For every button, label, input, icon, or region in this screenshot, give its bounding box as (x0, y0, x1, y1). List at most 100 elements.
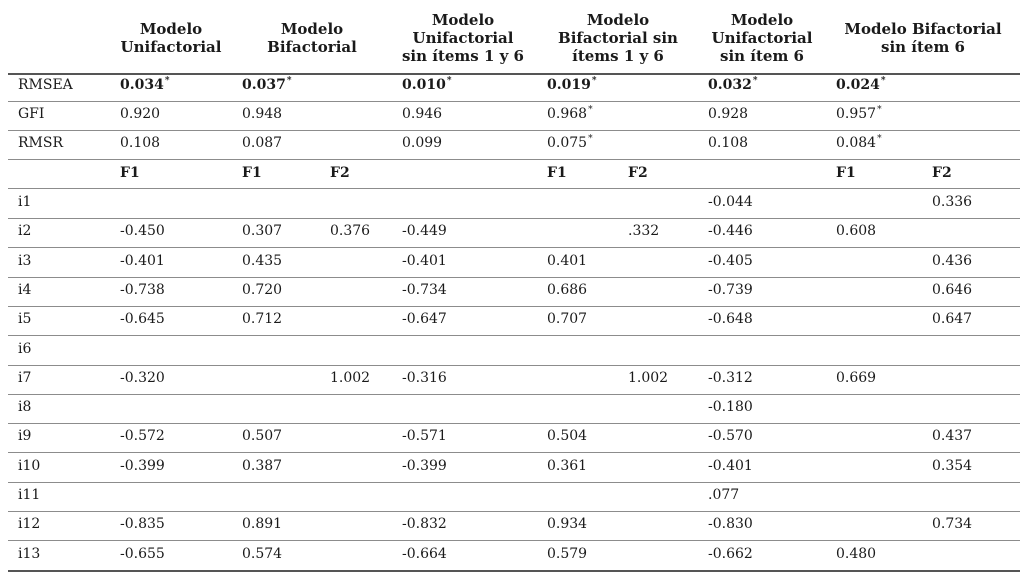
factor-label: F2 (628, 165, 648, 181)
loading-value: 0.712 (242, 311, 283, 328)
fit-number: 0.075 (547, 135, 588, 151)
row-label: GFI (18, 106, 45, 122)
row-divider (8, 335, 1020, 337)
loading-value: 0.707 (547, 311, 588, 328)
loading-value: -0.664 (402, 545, 447, 562)
header-rule (8, 73, 1020, 75)
significance-mark: * (286, 76, 292, 86)
item-label: i11 (18, 487, 41, 503)
loading-value: -0.655 (120, 545, 165, 562)
item-label: i2 (18, 223, 32, 240)
fit-number: 0.957 (836, 106, 877, 122)
loading-value: 0.376 (330, 223, 371, 240)
item-label: i1 (18, 194, 32, 210)
loading-value: -0.647 (402, 311, 447, 328)
loading-value: -0.401 (120, 252, 165, 269)
loading-value: -0.399 (402, 457, 447, 474)
loading-value: -0.662 (708, 545, 753, 562)
loading-value: 0.686 (547, 281, 588, 298)
fit-value: 0.099 (402, 134, 442, 152)
row-label: RMSEA (18, 77, 73, 93)
row-divider (8, 540, 1020, 542)
fit-number: 0.968 (547, 106, 588, 122)
row-divider (8, 130, 1020, 131)
fit-value: 0.037* (242, 76, 292, 94)
fit-value: 0.928 (708, 105, 748, 123)
fit-value: 0.024* (836, 76, 886, 94)
loading-value: .077 (708, 487, 740, 503)
item-label: i3 (18, 252, 32, 269)
row-divider (8, 452, 1020, 454)
fit-number: 0.034 (120, 77, 164, 93)
significance-mark: * (752, 76, 758, 86)
loading-value: 1.002 (330, 369, 371, 386)
loading-value: -0.405 (708, 252, 753, 269)
fit-value: 0.108 (120, 134, 160, 152)
loading-value: 0.734 (932, 516, 973, 533)
loading-value: 0.507 (242, 428, 283, 445)
loading-value: 0.934 (547, 516, 588, 533)
significance-mark: * (877, 134, 882, 144)
fit-value: 0.957* (836, 105, 882, 123)
fit-number: 0.108 (708, 135, 749, 151)
fit-value: 0.010* (402, 76, 452, 94)
column-header: Modelo Bifactorial (267, 20, 357, 56)
column-header: Modelo Bifactorial sin ítems 1 y 6 (558, 11, 678, 65)
row-divider (8, 101, 1020, 102)
row-divider (8, 247, 1020, 249)
loading-value: 0.608 (836, 223, 877, 240)
fit-number: 0.010 (402, 77, 446, 93)
item-label: i5 (18, 311, 32, 328)
loading-value: .332 (628, 223, 660, 240)
fit-number: 0.099 (402, 135, 443, 151)
row-divider (8, 188, 1020, 189)
loading-value: 1.002 (628, 369, 669, 386)
fit-number: 0.019 (547, 77, 591, 93)
loading-value: -0.570 (708, 428, 753, 445)
loading-value: 0.435 (242, 252, 283, 269)
loading-value: -0.738 (120, 281, 165, 298)
loading-value: -0.320 (120, 369, 165, 386)
fit-value: 0.075* (547, 134, 593, 152)
item-label: i13 (18, 545, 41, 562)
significance-mark: * (877, 105, 882, 115)
fit-value: 0.032* (708, 76, 758, 94)
item-label: i10 (18, 457, 41, 474)
loading-value: 0.437 (932, 428, 973, 445)
row-divider (8, 393, 1020, 395)
significance-mark: * (880, 76, 886, 86)
item-label: i6 (18, 340, 32, 357)
loading-value: -0.835 (120, 516, 165, 533)
fit-value: 0.948 (242, 105, 282, 123)
loading-value: -0.832 (402, 516, 447, 533)
loading-value: -0.450 (120, 223, 165, 240)
loading-value: -0.312 (708, 369, 753, 386)
item-label: i4 (18, 281, 32, 298)
loading-value: 0.891 (242, 516, 283, 533)
significance-mark: * (591, 76, 597, 86)
factor-label: F1 (547, 165, 567, 181)
row-divider (8, 276, 1020, 278)
loading-value: -0.399 (120, 457, 165, 474)
loading-value: -0.401 (708, 457, 753, 474)
row-divider (8, 159, 1020, 160)
fit-value: 0.084* (836, 134, 882, 152)
loading-value: 0.336 (932, 194, 973, 210)
row-divider (8, 218, 1020, 219)
fit-value: 0.108 (708, 134, 748, 152)
fit-number: 0.024 (836, 77, 880, 93)
row-divider (8, 305, 1020, 307)
significance-mark: * (446, 76, 452, 86)
fit-number: 0.032 (708, 77, 752, 93)
loading-value: 0.647 (932, 311, 973, 328)
loading-value: -0.446 (708, 223, 753, 240)
fit-value: 0.968* (547, 105, 593, 123)
loading-value: -0.645 (120, 311, 165, 328)
loading-value: 0.646 (932, 281, 973, 298)
loading-value: 0.669 (836, 369, 877, 386)
item-label: i9 (18, 428, 32, 445)
fit-value: 0.920 (120, 105, 160, 123)
loading-value: -0.734 (402, 281, 447, 298)
loading-value: 0.504 (547, 428, 588, 445)
results-table: Modelo Unifactorial Modelo Bifactorial Mod… (8, 8, 1020, 575)
